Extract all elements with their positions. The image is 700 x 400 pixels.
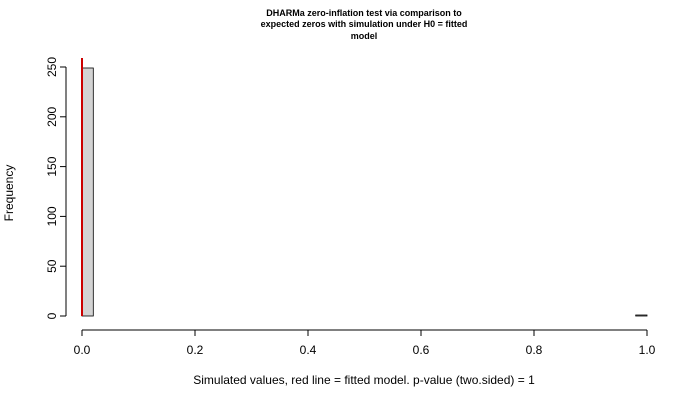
title-line-2: expected zeros with simulation under H0 …	[261, 19, 468, 29]
y-tick-label: 0	[45, 312, 59, 319]
histogram-bar	[635, 314, 648, 317]
y-axis-label: Frequency	[2, 165, 16, 222]
y-tick-label: 150	[45, 156, 59, 176]
y-tick-label: 100	[45, 206, 59, 226]
y-axis: 0 50 100 150 200 250	[45, 57, 67, 319]
x-tick-label: 0.2	[187, 343, 204, 357]
title-line-1: DHARMa zero-inflation test via compariso…	[266, 8, 462, 18]
x-tick-label: 0.8	[526, 343, 543, 357]
y-tick-label: 200	[45, 106, 59, 126]
histogram-bars	[81, 67, 648, 317]
title-line-3: model	[351, 31, 378, 41]
y-tick-label: 250	[45, 57, 59, 77]
x-axis: 0.0 0.2 0.4 0.6 0.8 1.0	[74, 329, 656, 357]
chart-title: DHARMa zero-inflation test via compariso…	[261, 8, 468, 41]
x-axis-label: Simulated values, red line = fitted mode…	[193, 373, 535, 387]
x-tick-label: 0.6	[413, 343, 430, 357]
x-tick-label: 1.0	[639, 343, 656, 357]
x-tick-label: 0.0	[74, 343, 91, 357]
histogram-bar	[81, 67, 94, 317]
y-tick-label: 50	[45, 259, 59, 273]
x-tick-label: 0.4	[300, 343, 317, 357]
